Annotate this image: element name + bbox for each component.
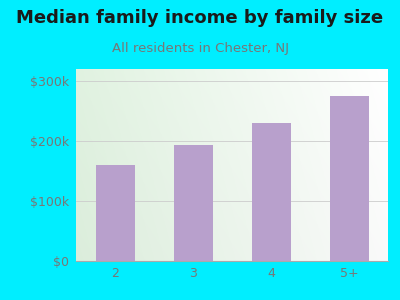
Bar — [174, 145, 212, 261]
Text: Median family income by family size: Median family income by family size — [16, 9, 384, 27]
Bar — [96, 165, 134, 261]
Text: All residents in Chester, NJ: All residents in Chester, NJ — [112, 42, 288, 55]
Bar — [330, 96, 368, 261]
Bar — [252, 123, 290, 261]
